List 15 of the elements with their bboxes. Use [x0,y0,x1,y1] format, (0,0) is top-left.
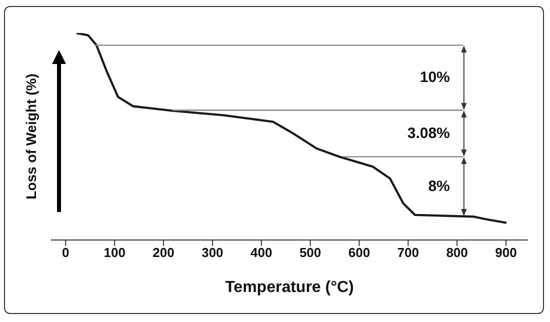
x-tick-label: 300 [202,245,224,260]
x-tick-label: 900 [495,245,517,260]
x-tick-label: 200 [152,245,174,260]
annotation: 3.08% [407,125,450,142]
x-axis-title: Temperature (°C) [225,279,354,296]
x-tick-label: 100 [104,245,126,260]
annotation: 10% [420,69,450,86]
x-tick-label: 400 [250,245,272,260]
x-tick-label: 500 [299,245,322,260]
x-tick-label: 600 [348,245,370,260]
annotation: 8% [428,178,450,196]
x-tick-label: 0 [62,245,70,260]
x-tick-label: 800 [446,245,468,260]
y-axis-title: Loss of Weight (%) [23,74,39,200]
x-tick-label: 700 [397,245,419,260]
